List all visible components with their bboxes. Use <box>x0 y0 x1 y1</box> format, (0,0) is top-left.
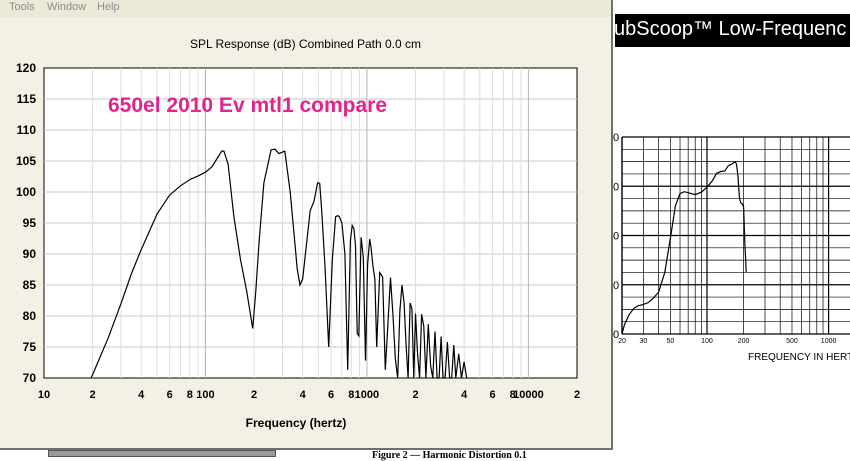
scan-x-axis-label: FREQUENCY IN HERT <box>748 352 850 363</box>
scan-banner: ubScoop™ Low-Frequenc <box>615 14 850 47</box>
menu-item-tools[interactable]: Tools <box>9 1 35 13</box>
speaker-design-app-window: Tools Window Help SPL Response (dB) Comb… <box>0 0 613 450</box>
spl-chart-annotation: 650el 2010 Ev mtl1 compare <box>108 94 387 117</box>
spl-x-tick-label: 4 <box>138 389 145 401</box>
spl-y-tick-label: 95 <box>23 216 37 230</box>
scan-banner-text: ubScoop™ Low-Frequenc <box>615 18 847 40</box>
spl-y-tick-label: 105 <box>16 154 36 168</box>
menu-item-help[interactable]: Help <box>97 1 120 13</box>
scan-x-tick-label: 50 <box>666 338 674 345</box>
scan-x-tick-label: 1000 <box>821 338 837 345</box>
scan-grid <box>621 136 850 335</box>
spl-x-tick-label: 6 <box>167 389 173 401</box>
scan-x-ticks: 20 30 50 100 200 500 1000 <box>618 338 836 345</box>
scan-figure-caption: Figure 2 — Harmonic Distortion 0.1 <box>372 450 527 461</box>
scan-y-tick-label: 0 <box>613 231 619 243</box>
spl-x-tick-label: 2 <box>90 389 96 401</box>
spl-grid <box>44 68 577 378</box>
spl-x-tick-label: 1000 <box>355 389 379 401</box>
spl-x-tick-label: 8 <box>510 389 516 401</box>
scan-response-curve <box>621 160 747 335</box>
scan-y-tick-label: 0 <box>613 329 619 341</box>
spl-x-tick-label: 8 <box>187 389 193 401</box>
spl-chart-x-axis-label: Frequency (hertz) <box>245 416 347 430</box>
spl-y-tick-label: 115 <box>17 92 37 106</box>
spl-x-tick-label: 2 <box>251 389 257 401</box>
spl-x-tick-label: 10 <box>38 389 50 401</box>
spl-x-tick-label: 8 <box>348 389 354 401</box>
scan-x-tick-label: 20 <box>618 338 626 345</box>
scan-response-chart: 0 0 0 0 0 20 30 50 100 200 500 1000 <box>613 132 850 345</box>
spl-y-tick-label: 75 <box>23 340 37 354</box>
scan-x-tick-label: 100 <box>701 338 713 345</box>
scan-y-tick-label: 0 <box>613 280 619 292</box>
spl-y-tick-label: 110 <box>17 123 37 137</box>
spl-x-tick-label: 4 <box>461 389 468 401</box>
spl-x-tick-label: 10000 <box>513 389 544 401</box>
spl-x-tick-label: 6 <box>328 389 334 401</box>
spl-y-tick-label: 85 <box>23 278 37 292</box>
spl-response-curve <box>90 148 468 379</box>
spl-y-tick-label: 70 <box>23 371 37 385</box>
spl-chart-title: SPL Response (dB) Combined Path 0.0 cm <box>189 37 421 51</box>
spl-y-tick-label: 100 <box>16 185 36 199</box>
scrollbar-fragment[interactable] <box>48 450 276 457</box>
spl-x-tick-label: 100 <box>196 389 214 401</box>
spl-y-tick-label: 120 <box>16 61 36 75</box>
scan-x-tick-label: 200 <box>738 338 750 345</box>
scan-x-tick-label: 30 <box>640 338 648 345</box>
scan-y-tick-label: 0 <box>613 181 619 193</box>
scan-y-tick-label: 0 <box>613 132 619 144</box>
spl-x-tick-label: 4 <box>300 389 307 401</box>
scan-y-ticks: 0 0 0 0 0 <box>613 132 619 341</box>
spl-x-tick-label: 2 <box>412 389 418 401</box>
spl-x-tick-label: 2 <box>574 389 580 401</box>
spl-y-ticks: 120 115 110 105 100 95 90 85 80 75 70 <box>16 61 36 385</box>
spl-y-tick-label: 90 <box>23 247 37 261</box>
scan-x-tick-label: 500 <box>786 338 798 345</box>
spl-y-tick-label: 80 <box>23 309 37 323</box>
spl-x-tick-label: 6 <box>490 389 496 401</box>
menu-bar: Tools Window Help <box>0 0 611 17</box>
menu-item-window[interactable]: Window <box>47 1 87 13</box>
